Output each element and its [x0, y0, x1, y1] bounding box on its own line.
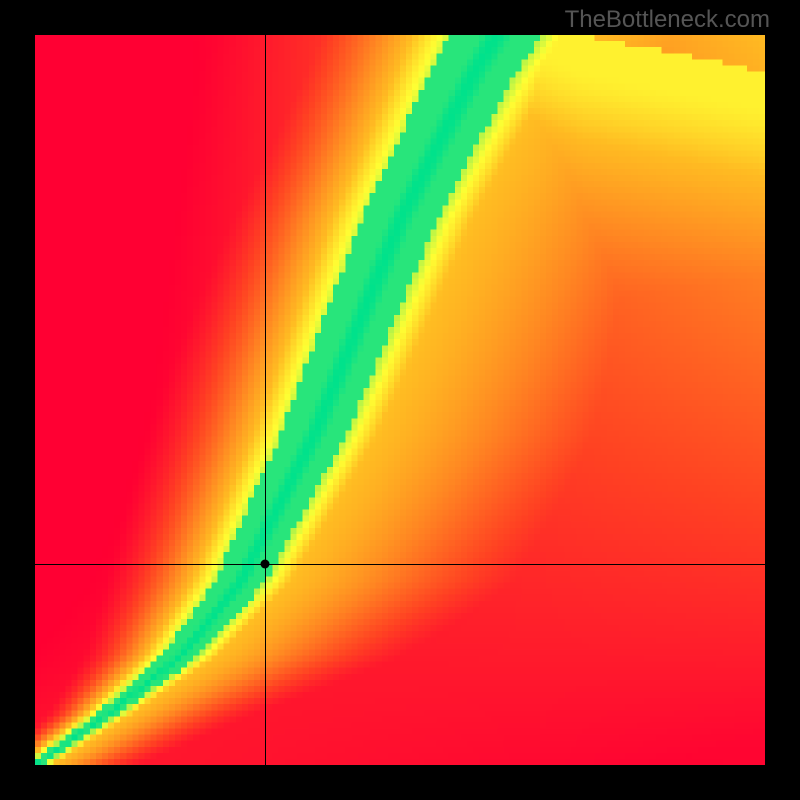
heatmap-canvas: [35, 35, 765, 765]
marker-dot: [260, 560, 269, 569]
watermark-text: TheBottleneck.com: [565, 6, 770, 34]
plot-area: [35, 35, 765, 765]
crosshair-horizontal: [35, 564, 765, 565]
crosshair-vertical: [265, 35, 266, 765]
